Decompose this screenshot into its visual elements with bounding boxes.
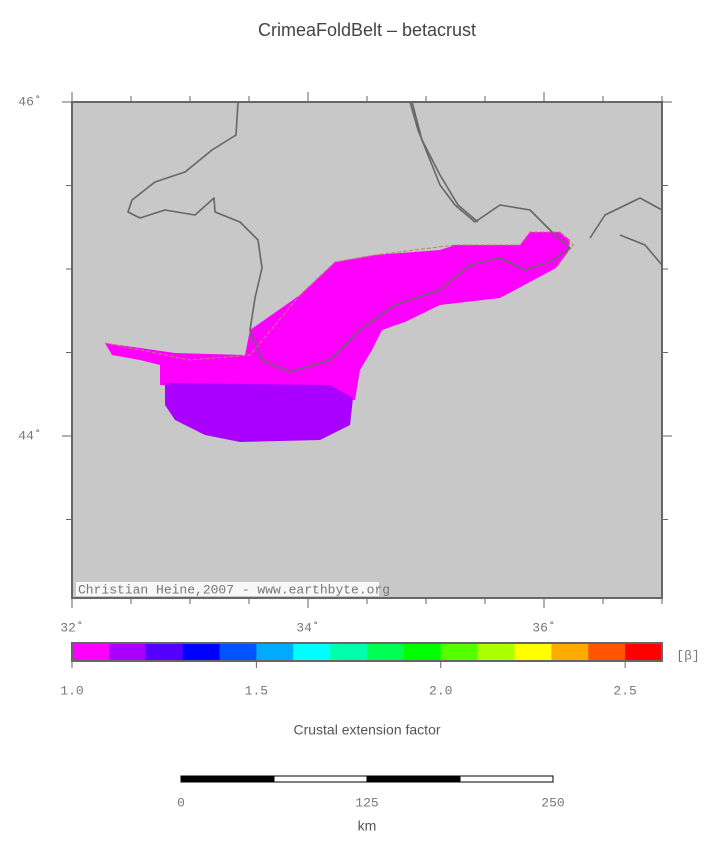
colorbar-cell: [219, 643, 257, 661]
colorbar-frame: [71, 642, 663, 662]
lat-label: 46˚: [18, 94, 41, 109]
credit-box: [76, 582, 379, 596]
region-outline: [104, 231, 574, 361]
colorbar-cell: [625, 643, 663, 661]
scale-segment: [273, 775, 368, 783]
colorbar-cell: [256, 643, 294, 661]
scale-label: 250: [541, 795, 564, 810]
title: CrimeaFoldBelt – betacrust: [258, 20, 476, 40]
lon-label: 36˚: [532, 620, 555, 635]
colorbar-cell: [403, 643, 442, 661]
scale-unit: km: [358, 818, 377, 834]
colorbar-cell: [514, 643, 552, 661]
coastline: [411, 101, 479, 223]
colorbar-label: 1.5: [245, 683, 268, 698]
colorbar-unit: [β]: [676, 648, 699, 663]
colorbar-cell: [182, 643, 220, 661]
colorbar-cell: [440, 643, 479, 661]
colorbar-title: Crustal extension factor: [293, 722, 440, 738]
coastline: [127, 101, 571, 373]
colorbar-cell: [330, 643, 368, 661]
beta-region-high: [105, 232, 570, 400]
lon-label: 34˚: [296, 620, 319, 635]
scale-segment: [366, 775, 461, 783]
credit: Christian Heine,2007 - www.earthbyte.org: [78, 582, 390, 597]
colorbar-cell: [108, 643, 147, 661]
colorbar-cell: [551, 643, 589, 661]
beta-region-low: [165, 383, 353, 442]
colorbar-cell: [477, 643, 515, 661]
colorbar-cell: [145, 643, 184, 661]
coastline: [589, 197, 663, 266]
scale-segment: [180, 775, 275, 783]
colorbar-label: 2.5: [613, 683, 636, 698]
lon-label: 32˚: [60, 620, 83, 635]
colorbar-cell: [72, 643, 110, 661]
scale-label: 0: [177, 795, 185, 810]
scale-label: 125: [355, 795, 378, 810]
lat-label: 44˚: [18, 428, 41, 443]
colorbar-cell: [367, 643, 405, 661]
colorbar-cell: [588, 643, 626, 661]
colorbar-cell: [293, 643, 331, 661]
scale-segment: [459, 775, 554, 783]
colorbar-label: 2.0: [429, 683, 452, 698]
colorbar-label: 1.0: [60, 683, 83, 698]
